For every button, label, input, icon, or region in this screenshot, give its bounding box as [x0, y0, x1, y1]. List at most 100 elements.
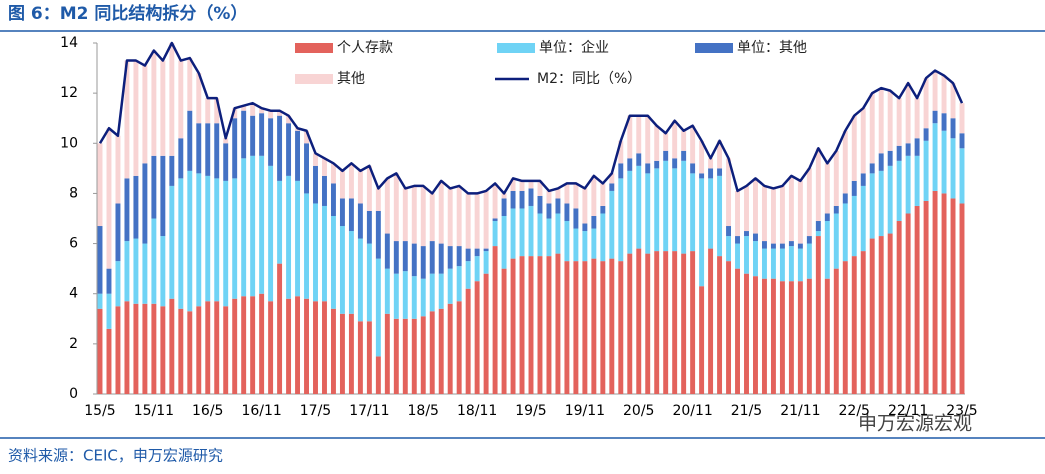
bar-segment — [681, 253, 687, 394]
bar-segment — [348, 198, 354, 232]
bar-segment — [465, 288, 471, 394]
bar-segment — [241, 158, 247, 297]
x-tick-label: 16/5 — [192, 403, 223, 419]
bar-segment — [402, 318, 408, 394]
x-tick-label: 17/5 — [300, 403, 331, 419]
bar-segment — [160, 306, 166, 394]
bar-segment — [223, 306, 229, 394]
bar-segment — [330, 308, 336, 394]
bar-segment — [510, 178, 516, 191]
bar-segment — [393, 273, 399, 319]
bar-segment — [232, 298, 238, 394]
legend-swatch — [695, 43, 733, 53]
bar-segment — [232, 178, 238, 299]
bar-segment — [537, 213, 543, 257]
bar-segment — [384, 268, 390, 314]
bar-segment — [842, 261, 848, 394]
bar-segment — [528, 180, 534, 189]
bar-segment — [295, 296, 301, 394]
bar-segment — [582, 223, 588, 232]
bar-segment — [950, 83, 956, 119]
bar-segment — [259, 155, 265, 294]
bar-segment — [286, 298, 292, 394]
bar-segment — [411, 185, 417, 244]
bar-segment — [923, 140, 929, 201]
bar-segment — [573, 228, 579, 262]
bar-segment — [456, 246, 462, 267]
bar-segment — [268, 118, 274, 166]
line — [98, 41, 964, 195]
bar-segment — [322, 158, 327, 176]
x-tick-label: 17/11 — [349, 403, 389, 419]
bar-segment — [833, 150, 839, 206]
bar-segment — [708, 248, 714, 394]
bar-segment — [420, 185, 426, 247]
bar-segment — [115, 135, 121, 204]
bar-segment — [959, 203, 965, 394]
bar-segment — [932, 190, 938, 394]
bar-segment — [474, 193, 480, 249]
bar-segment — [97, 226, 103, 294]
bar-segment — [259, 108, 265, 114]
bar-segment — [735, 190, 740, 237]
bar-segment — [519, 208, 525, 257]
x-tick-label: 19/5 — [515, 403, 546, 419]
x-tick-label: 20/5 — [623, 403, 654, 419]
bar-segment — [555, 253, 561, 394]
bar-segment — [474, 256, 480, 282]
bar-segment — [330, 163, 336, 184]
bar-segment — [546, 203, 552, 219]
bar-segment — [717, 256, 723, 394]
bar-segment — [833, 213, 839, 269]
legend-label: M2：同比（%） — [537, 71, 641, 87]
bar-segment — [205, 301, 211, 394]
bar-segment — [232, 108, 238, 119]
bar-segment — [142, 65, 148, 164]
bar-segment — [106, 128, 112, 269]
y-tick-label: 4 — [69, 286, 78, 302]
bar-segment — [375, 188, 381, 211]
bar-segment — [663, 150, 669, 161]
bar-segment — [905, 213, 911, 394]
bar-segment — [420, 246, 426, 279]
bar-segment — [941, 75, 947, 114]
legend-label: 单位：企业 — [539, 39, 609, 56]
bar-segment — [268, 301, 274, 394]
source: 资料来源：CEIC，申万宏源研究 — [8, 447, 223, 465]
bar-segment — [465, 248, 471, 262]
bar-segment — [528, 188, 534, 206]
bar-segment — [115, 203, 121, 262]
bar-segment — [250, 115, 256, 156]
bar-segment — [869, 238, 875, 394]
bar-segment — [223, 180, 229, 307]
bar-segment — [896, 98, 902, 146]
bar-segment — [842, 193, 848, 204]
bar-segment — [645, 253, 651, 394]
bar-segment — [169, 185, 175, 299]
bar-segment — [735, 268, 740, 394]
bar-segment — [788, 281, 794, 394]
bar-segment — [438, 273, 444, 309]
bar-segment — [205, 175, 211, 302]
bar-segment — [492, 183, 498, 219]
bar-segment — [753, 233, 758, 242]
bar-segment — [304, 193, 309, 299]
bar-segment — [268, 110, 274, 119]
bar-segment — [555, 188, 561, 199]
bar-segment — [645, 163, 651, 174]
bar-segment — [869, 163, 875, 174]
bar-segment — [483, 248, 489, 252]
bar-segment — [277, 263, 283, 394]
y-tick-label: 2 — [69, 336, 78, 352]
bar-segment — [438, 180, 444, 244]
bar-segment — [187, 311, 193, 394]
legend-label: 其他 — [337, 71, 365, 87]
bar-segment — [654, 251, 660, 394]
bar-segment — [483, 190, 489, 249]
bar-segment — [474, 281, 480, 394]
bar-segment — [699, 173, 705, 179]
bar-segment — [205, 98, 211, 124]
y-tick-label: 10 — [60, 135, 78, 151]
bar-segment — [797, 281, 803, 394]
bar-segment — [537, 256, 543, 394]
